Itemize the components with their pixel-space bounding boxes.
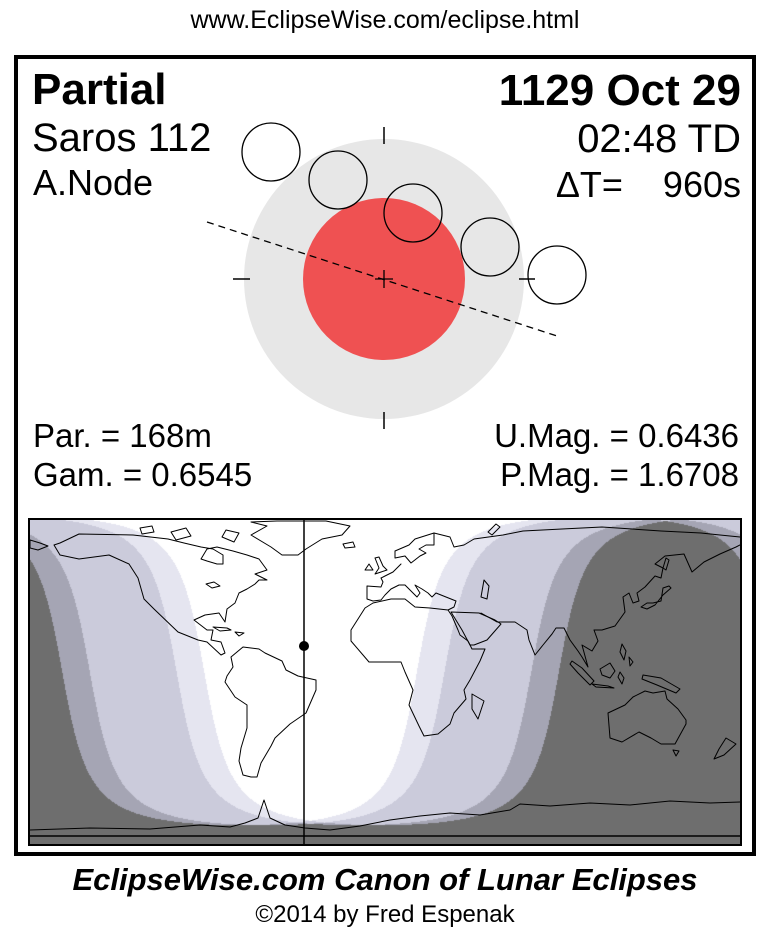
partial-duration-label: Par. = 168m	[33, 417, 212, 454]
saros-label: Saros 112	[32, 116, 212, 160]
coastlines-overlay	[30, 520, 740, 844]
shadow-axis-ticks	[233, 127, 535, 429]
moon-greatest	[383, 183, 443, 243]
greatest-eclipse-time-label: 02:48 TD	[577, 117, 741, 161]
copyright-text: ©2014 by Fred Espenak	[255, 901, 515, 928]
moon-contact-4	[527, 245, 587, 305]
page-url-text: www.EclipseWise.com/eclipse.html	[190, 6, 580, 34]
eclipse-geometry-diagram	[206, 122, 587, 429]
moon-contact-3	[460, 217, 520, 277]
moon-contact-1	[241, 122, 301, 182]
visibility-map	[28, 518, 742, 846]
eclipse-type-label: Partial	[32, 65, 167, 114]
sublunar-point-marker	[299, 641, 309, 651]
eclipse-card: Partial 1129 Oct 29 Saros 112 02:48 TD A…	[14, 55, 756, 856]
umbral-magnitude-label: U.Mag. = 0.6436	[494, 417, 739, 454]
eclipse-date-label: 1129 Oct 29	[498, 66, 741, 115]
canon-title: EclipseWise.com Canon of Lunar Eclipses	[72, 862, 698, 897]
penumbral-magnitude-label: P.Mag. = 1.6708	[500, 456, 739, 493]
node-label: A.Node	[33, 162, 154, 203]
gamma-label: Gam. = 0.6545	[33, 456, 253, 493]
moon-path-circles	[241, 122, 587, 305]
visibility-zones-canvas	[30, 520, 740, 844]
moon-contact-2	[308, 150, 368, 210]
delta-t-label: ΔT= 960s	[555, 164, 741, 205]
shadow-center-cross	[375, 270, 393, 288]
